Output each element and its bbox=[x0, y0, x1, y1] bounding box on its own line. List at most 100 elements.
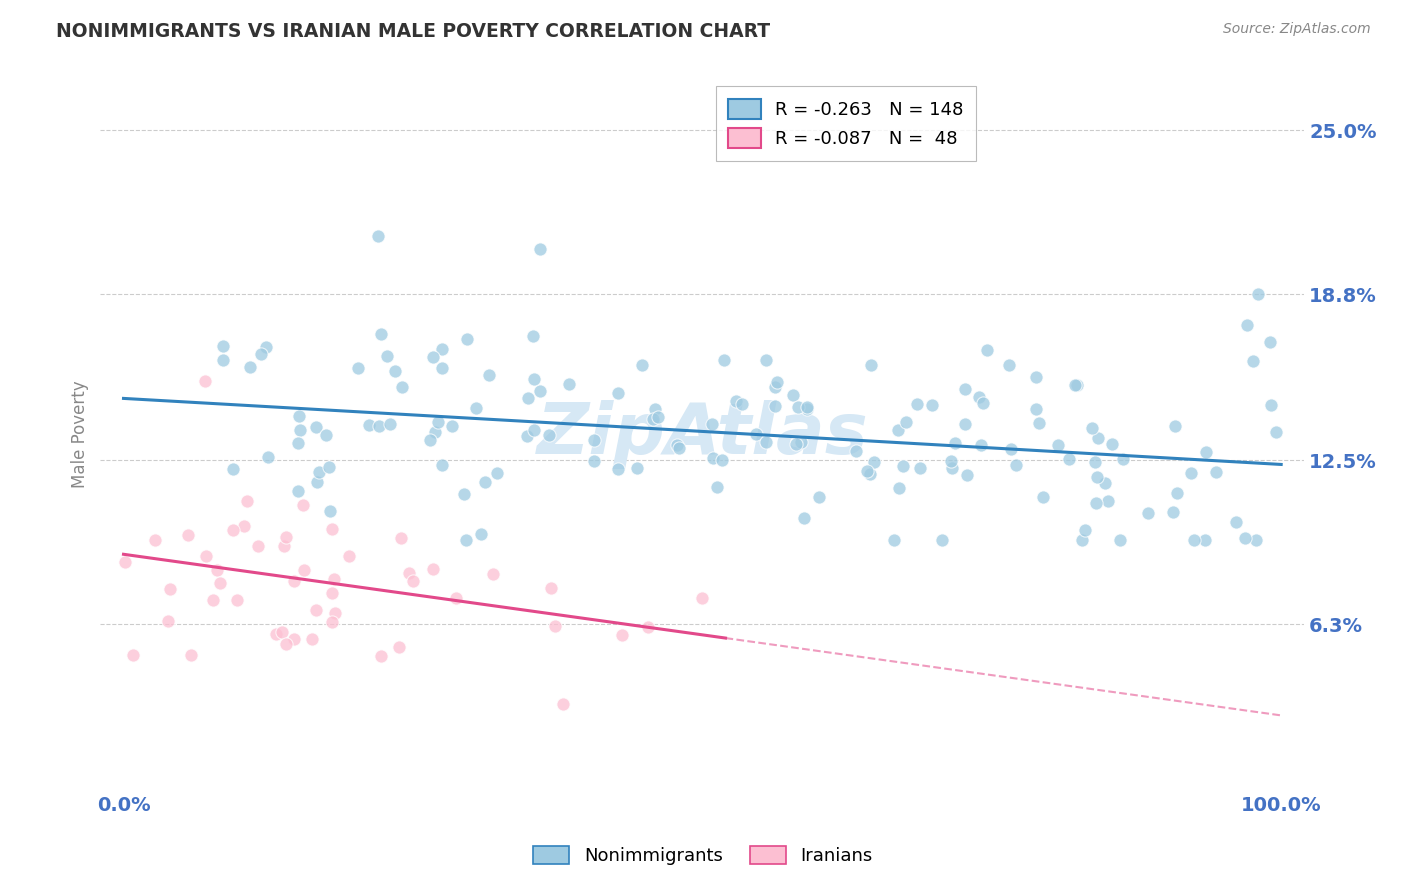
Point bbox=[159, 582, 181, 596]
Point bbox=[647, 410, 669, 425]
Point bbox=[763, 400, 786, 414]
Point bbox=[626, 461, 648, 475]
Point bbox=[941, 460, 963, 475]
Point bbox=[291, 498, 314, 512]
Point bbox=[226, 592, 249, 607]
Point bbox=[318, 504, 340, 518]
Point bbox=[553, 697, 575, 711]
Point bbox=[970, 438, 993, 452]
Point bbox=[478, 368, 501, 382]
Point bbox=[1234, 531, 1257, 545]
Text: NONIMMIGRANTS VS IRANIAN MALE POVERTY CORRELATION CHART: NONIMMIGRANTS VS IRANIAN MALE POVERTY CO… bbox=[56, 22, 770, 41]
Point bbox=[359, 417, 381, 432]
Point bbox=[998, 358, 1021, 372]
Point bbox=[1244, 533, 1267, 547]
Point bbox=[1247, 287, 1270, 301]
Point bbox=[731, 397, 754, 411]
Point bbox=[583, 453, 606, 467]
Point bbox=[426, 415, 449, 429]
Point bbox=[1071, 533, 1094, 547]
Point bbox=[321, 585, 343, 599]
Point bbox=[517, 391, 540, 405]
Point bbox=[558, 376, 581, 391]
Point bbox=[247, 539, 270, 553]
Point bbox=[222, 461, 245, 475]
Point bbox=[1101, 437, 1123, 451]
Point bbox=[323, 607, 346, 621]
Point bbox=[370, 648, 392, 663]
Point bbox=[388, 640, 411, 654]
Point bbox=[470, 526, 492, 541]
Point bbox=[205, 564, 228, 578]
Point bbox=[1097, 494, 1119, 508]
Point bbox=[967, 390, 990, 404]
Point bbox=[668, 441, 690, 455]
Point bbox=[121, 648, 143, 662]
Point bbox=[143, 533, 166, 548]
Point bbox=[305, 602, 328, 616]
Point bbox=[883, 533, 905, 547]
Point bbox=[419, 433, 441, 447]
Point bbox=[202, 592, 225, 607]
Point bbox=[239, 359, 262, 374]
Point bbox=[1084, 454, 1107, 468]
Legend: Nonimmigrants, Iranians: Nonimmigrants, Iranians bbox=[524, 837, 882, 874]
Point bbox=[1028, 416, 1050, 430]
Point bbox=[891, 459, 914, 474]
Point bbox=[702, 450, 724, 465]
Point bbox=[889, 481, 911, 495]
Point bbox=[1085, 470, 1108, 484]
Point bbox=[845, 444, 868, 458]
Point bbox=[953, 417, 976, 432]
Point bbox=[523, 371, 546, 385]
Point bbox=[384, 364, 406, 378]
Point bbox=[522, 329, 544, 343]
Point bbox=[453, 487, 475, 501]
Point bbox=[1182, 533, 1205, 547]
Point bbox=[287, 483, 309, 498]
Point bbox=[1087, 432, 1109, 446]
Point bbox=[180, 648, 202, 662]
Point bbox=[790, 435, 813, 450]
Point bbox=[1066, 378, 1088, 392]
Point bbox=[422, 561, 444, 575]
Point bbox=[430, 458, 453, 473]
Point bbox=[1025, 401, 1047, 416]
Point bbox=[943, 436, 966, 450]
Point bbox=[538, 428, 561, 442]
Y-axis label: Male Poverty: Male Poverty bbox=[72, 380, 89, 488]
Point bbox=[370, 326, 392, 341]
Point bbox=[896, 415, 918, 429]
Point bbox=[273, 539, 295, 553]
Point bbox=[1046, 438, 1069, 452]
Point bbox=[308, 465, 330, 479]
Point bbox=[157, 614, 180, 628]
Point bbox=[1057, 451, 1080, 466]
Point bbox=[607, 386, 630, 401]
Point bbox=[441, 419, 464, 434]
Point bbox=[1265, 425, 1288, 439]
Point bbox=[486, 467, 509, 481]
Point bbox=[389, 532, 412, 546]
Point bbox=[301, 632, 323, 646]
Point bbox=[249, 346, 271, 360]
Point bbox=[807, 490, 830, 504]
Point bbox=[887, 424, 910, 438]
Point bbox=[1064, 377, 1087, 392]
Point bbox=[323, 572, 346, 586]
Point bbox=[1194, 533, 1216, 547]
Point bbox=[114, 555, 136, 569]
Point bbox=[254, 341, 277, 355]
Point bbox=[430, 342, 453, 356]
Point bbox=[755, 352, 778, 367]
Point bbox=[630, 359, 652, 373]
Point bbox=[321, 522, 343, 536]
Point bbox=[195, 549, 218, 563]
Point bbox=[283, 574, 305, 588]
Point bbox=[221, 523, 243, 537]
Point bbox=[787, 400, 810, 414]
Point bbox=[855, 464, 877, 478]
Point bbox=[637, 619, 659, 633]
Point bbox=[796, 401, 818, 415]
Point bbox=[793, 511, 815, 525]
